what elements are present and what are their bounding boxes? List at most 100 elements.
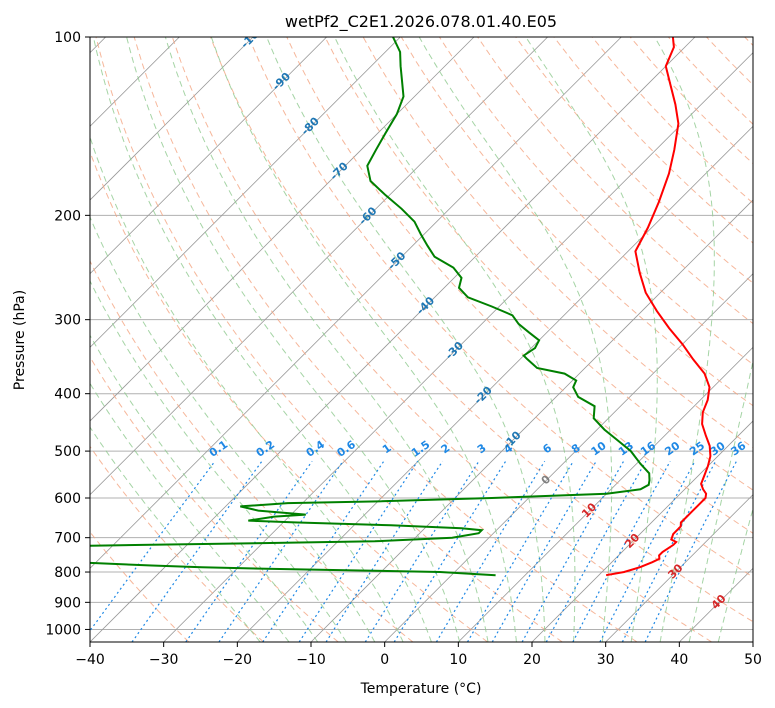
isotherm-line — [90, 37, 696, 642]
mixing-ratio-line — [435, 460, 546, 642]
moist-adiabat-line — [92, 37, 432, 642]
isotherm-line — [679, 567, 753, 642]
mixing-ratio-label: 8 — [569, 441, 583, 456]
x-tick-label: 30 — [597, 652, 615, 668]
mixing-ratio-line — [572, 460, 671, 642]
moist-adiabat-line — [90, 334, 319, 642]
dry-adiabat-line — [515, 37, 753, 284]
mixing-ratio-label: 10 — [589, 439, 609, 459]
moist-adiabat-line — [90, 215, 376, 642]
mixing-ratio-label: 20 — [662, 439, 682, 459]
mixing-ratio-line — [644, 460, 738, 642]
x-tick-label: −30 — [149, 652, 179, 668]
chart-title: wetPf2_C2E1.2026.078.01.40.E05 — [285, 12, 557, 32]
mixing-ratio-label: 0.6 — [335, 438, 359, 460]
isotherm-label: 30 — [665, 561, 685, 581]
dry-adiabat-line — [90, 531, 190, 642]
background-lines — [90, 37, 753, 642]
moist-adiabat-line — [90, 135, 404, 642]
dry-adiabat-line — [668, 37, 753, 125]
line-labels: 0.1 0.2 0.4 0.6 1 1.5 2 3 4 6 8 10 13 16 20 25 30 36-100-… — [207, 37, 749, 612]
x-tick-label: 20 — [523, 652, 541, 668]
moist-adiabat-line — [334, 37, 576, 642]
moist-adiabat-line — [164, 37, 489, 642]
isotherm-line — [90, 37, 401, 348]
isotherm-label: 20 — [622, 531, 642, 551]
x-axis: −40 −30 −20 −10 0 10 20 30 40 50 — [75, 642, 762, 668]
y-tick-label: 800 — [54, 565, 81, 581]
dry-adiabat-line — [133, 37, 638, 642]
dry-adiabat-line — [744, 37, 753, 47]
mixing-ratio-line — [393, 460, 507, 642]
isotherm-label: -70 — [328, 159, 351, 182]
moist-adiabat-line — [90, 426, 261, 642]
profile-series — [90, 37, 712, 577]
mixing-ratio-line — [298, 460, 419, 642]
isotherm-line — [605, 494, 753, 642]
isotherm-label: -80 — [299, 114, 322, 137]
dry-adiabat-line — [90, 445, 264, 642]
y-tick-label: 400 — [54, 387, 81, 403]
mixing-ratio-line — [621, 460, 717, 642]
dewpoint-profile-line — [90, 37, 651, 577]
isotherm-label: 10 — [579, 500, 599, 520]
moist-adiabat-line — [210, 37, 517, 642]
x-tick-label: −20 — [223, 652, 253, 668]
y-axis: 100 200 300 400 500 600 700 800 900 1000 — [45, 30, 90, 638]
dry-adiabat-line — [477, 37, 753, 325]
temperature-profile-line — [605, 37, 712, 577]
y-axis-label: Pressure (hPa) — [12, 290, 28, 390]
dry-adiabat-line — [90, 259, 414, 642]
isotherm-line — [90, 37, 327, 275]
isotherm-line — [90, 37, 622, 569]
dry-adiabat-line — [90, 356, 339, 642]
x-tick-label: 0 — [380, 652, 389, 668]
dry-adiabat-line — [171, 37, 712, 642]
moist-adiabat-line — [90, 382, 290, 642]
x-tick-label: −40 — [75, 652, 105, 668]
mixing-ratio-label: 3 — [475, 441, 489, 456]
isotherm-label: -30 — [443, 339, 466, 362]
y-tick-label: 200 — [54, 208, 81, 224]
isotherm-label: 40 — [709, 592, 729, 612]
isotherm-label: -20 — [472, 384, 495, 407]
y-tick-label: 700 — [54, 531, 81, 547]
x-tick-label: −10 — [296, 652, 326, 668]
mixing-ratio-label: 2 — [439, 441, 453, 456]
isotherm-line — [163, 52, 753, 642]
moist-adiabat-line — [688, 358, 753, 642]
mixing-ratio-label: 1 — [380, 441, 394, 456]
y-tick-label: 500 — [54, 444, 81, 460]
y-tick-label: 100 — [54, 30, 81, 46]
y-tick-label: 600 — [54, 491, 81, 507]
mixing-ratio-line — [131, 460, 263, 642]
isotherm-label: -40 — [414, 294, 437, 317]
mixing-ratio-label: 1.5 — [409, 438, 432, 460]
isotherm-line — [90, 37, 475, 422]
y-tick-label: 900 — [54, 595, 81, 611]
mixing-ratio-line — [466, 460, 574, 642]
isotherm-label: -50 — [385, 249, 408, 272]
mixing-ratio-line — [364, 460, 480, 642]
moist-adiabat-line — [126, 37, 461, 642]
isotherm-line — [458, 346, 753, 642]
moist-adiabat-line — [418, 37, 613, 642]
y-tick-label: 1000 — [45, 622, 81, 638]
isotherm-line — [531, 420, 753, 642]
mixing-ratio-label: 6 — [540, 441, 554, 456]
mixing-ratio-label: 0.2 — [254, 438, 277, 460]
mixing-ratio-label: 0.4 — [304, 438, 328, 460]
dry-adiabat-line — [706, 37, 753, 86]
dry-adiabat-line — [591, 37, 753, 204]
dry-adiabat-line — [324, 37, 753, 491]
mixing-ratio-line — [325, 460, 444, 642]
x-tick-label: 50 — [744, 652, 762, 668]
moist-adiabat-line — [266, 37, 546, 642]
x-tick-label: 10 — [449, 652, 467, 668]
mixing-ratio-line — [521, 460, 625, 642]
dry-adiabat-line — [286, 37, 753, 534]
dry-adiabat-line — [90, 150, 488, 642]
mixing-ratio-line — [218, 460, 344, 642]
dry-adiabat-line — [248, 37, 753, 578]
